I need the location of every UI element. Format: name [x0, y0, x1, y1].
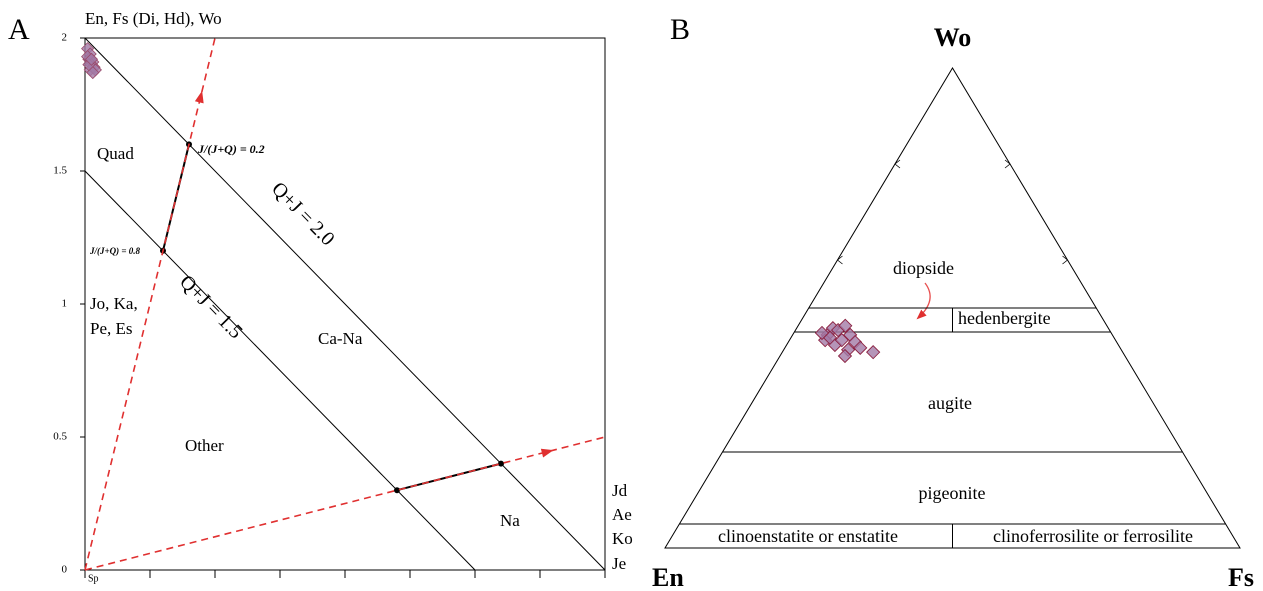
annotation: Q+J = 1.5: [175, 271, 247, 343]
annotation: Quad: [97, 144, 134, 163]
panel-label: B: [670, 13, 690, 46]
annotation: Ko: [612, 529, 633, 548]
vertex-label: Wo: [934, 23, 972, 52]
annotation: Jo, Ka,: [90, 294, 138, 313]
field-label: hedenbergite: [958, 308, 1051, 328]
boundary-line: [84, 436, 606, 571]
arrowhead: [194, 90, 204, 104]
field-label: clinoferrosilite or ferrosilite: [993, 526, 1193, 546]
arrowhead: [540, 448, 554, 458]
y-tick-label: 1: [62, 298, 68, 310]
annotation: Jd: [612, 481, 628, 500]
annotation: J/(J+Q) = 0.8: [89, 246, 141, 256]
annotation: Ae: [612, 505, 632, 524]
annotation: Na: [500, 511, 520, 530]
annotation: Je: [612, 554, 626, 573]
field-label: diopside: [893, 258, 954, 278]
y-tick-label: 1.5: [53, 165, 67, 177]
side-tick: [1062, 255, 1069, 265]
point: [866, 345, 881, 360]
y-tick-label: 0: [62, 564, 68, 576]
y-tick-label: 2: [62, 32, 68, 44]
annotation: Other: [185, 436, 224, 455]
y-tick-label: 0.5: [53, 431, 67, 443]
vertex-label: En: [652, 563, 684, 591]
node: [394, 487, 400, 494]
side-tick: [894, 159, 901, 169]
boundary-line: [162, 144, 190, 252]
side-tick: [1004, 159, 1011, 169]
chart-title: En, Fs (Di, Hd), Wo: [85, 9, 222, 28]
point: [838, 318, 853, 333]
panel-label: A: [8, 13, 30, 46]
pointer-arrow: [916, 282, 931, 320]
annotation: Sp: [88, 573, 99, 584]
vertex-label: Fs: [1228, 563, 1254, 591]
field-label: augite: [928, 393, 972, 413]
node: [498, 460, 504, 467]
annotation: Ca-Na: [318, 329, 363, 348]
side-tick: [836, 255, 843, 265]
point: [814, 325, 830, 341]
boundary-line: [84, 37, 216, 571]
point: [837, 348, 853, 364]
annotation: J/(J+Q) = 0.2: [197, 142, 265, 156]
point: [853, 340, 868, 355]
annotation: Pe, Es: [90, 319, 133, 338]
annotation: Q+J = 2.0: [267, 178, 339, 250]
point: [84, 52, 99, 66]
boundary-line: [84, 37, 606, 571]
boundary-line: [84, 170, 476, 571]
field-label: clinoenstatite or enstatite: [718, 526, 898, 546]
field-label: pigeonite: [919, 483, 986, 503]
